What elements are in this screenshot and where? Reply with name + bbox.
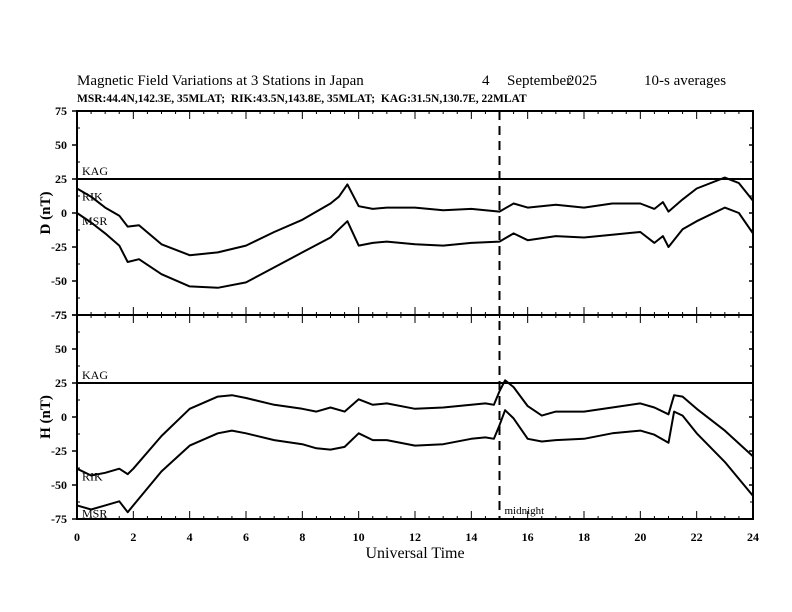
- y-tick-label: 0: [61, 410, 67, 424]
- y-tick-label: 0: [61, 206, 67, 220]
- title-year: 2025: [567, 73, 597, 89]
- x-tick-label: 6: [243, 530, 249, 544]
- y-tick-label: -25: [51, 444, 67, 458]
- midnight-label: midnight: [505, 505, 545, 517]
- series-label-rik: RIK: [82, 470, 103, 484]
- x-tick-label: 18: [578, 530, 590, 544]
- y-axis-label: D (nT): [38, 192, 54, 235]
- x-tick-label: 12: [409, 530, 421, 544]
- title-main: Magnetic Field Variations at 3 Stations …: [77, 73, 364, 89]
- title-day: 4: [482, 73, 490, 89]
- x-tick-label: 14: [465, 530, 477, 544]
- x-tick-label: 2: [130, 530, 136, 544]
- station-coordinates: MSR:44.4N,142.3E, 35MLAT; RIK:43.5N,143.…: [77, 93, 527, 105]
- x-tick-label: 10: [353, 530, 365, 544]
- y-tick-label: 75: [55, 308, 67, 322]
- y-tick-label: -75: [51, 512, 67, 526]
- x-tick-label: 20: [634, 530, 646, 544]
- x-tick-label: 24: [747, 530, 759, 544]
- y-tick-label: 50: [55, 138, 67, 152]
- y-tick-label: 25: [55, 376, 67, 390]
- x-tick-label: 22: [691, 530, 703, 544]
- panel-d: 75 50 25 0 -25 -50 -75 D (nT) KAG RIK MSR: [38, 104, 754, 322]
- series-line-rik: [76, 176, 754, 257]
- series-label-rik: RIK: [82, 190, 103, 204]
- panel-frame: [76, 314, 754, 520]
- panel-frame: [76, 110, 754, 316]
- series-label-kag: KAG: [82, 368, 108, 382]
- series-line-msr: [76, 206, 754, 289]
- series-line-msr: [76, 409, 754, 514]
- y-tick-label: 50: [55, 342, 67, 356]
- x-tick-label: 0: [74, 530, 80, 544]
- panel-h: 75 50 25 0 -25 -50 -75 H (nT) KAG RIK MSR: [38, 308, 754, 526]
- y-tick-label: -25: [51, 240, 67, 254]
- y-axis-label: H (nT): [38, 395, 54, 439]
- x-axis: 0 2 4 6 8 10 12 14 16 18 20 22 24: [74, 530, 759, 544]
- y-tick-label: -75: [51, 308, 67, 322]
- y-tick-label: 25: [55, 172, 67, 186]
- title-averaging: 10-s averages: [644, 73, 727, 89]
- x-tick-label: 8: [299, 530, 305, 544]
- x-tick-label: 4: [187, 530, 193, 544]
- y-tick-label: -50: [51, 274, 67, 288]
- series-label-msr: MSR: [82, 214, 107, 228]
- title-month: September: [507, 73, 572, 89]
- x-tick-label: 16: [522, 530, 534, 544]
- y-tick-label: -50: [51, 478, 67, 492]
- series-label-msr: MSR: [82, 506, 107, 520]
- x-axis-label: Universal Time: [365, 545, 464, 562]
- chart-title: Magnetic Field Variations at 3 Stations …: [77, 73, 726, 90]
- series-label-kag: KAG: [82, 164, 108, 178]
- series-line-rik: [76, 379, 754, 477]
- y-tick-label: 75: [55, 104, 67, 118]
